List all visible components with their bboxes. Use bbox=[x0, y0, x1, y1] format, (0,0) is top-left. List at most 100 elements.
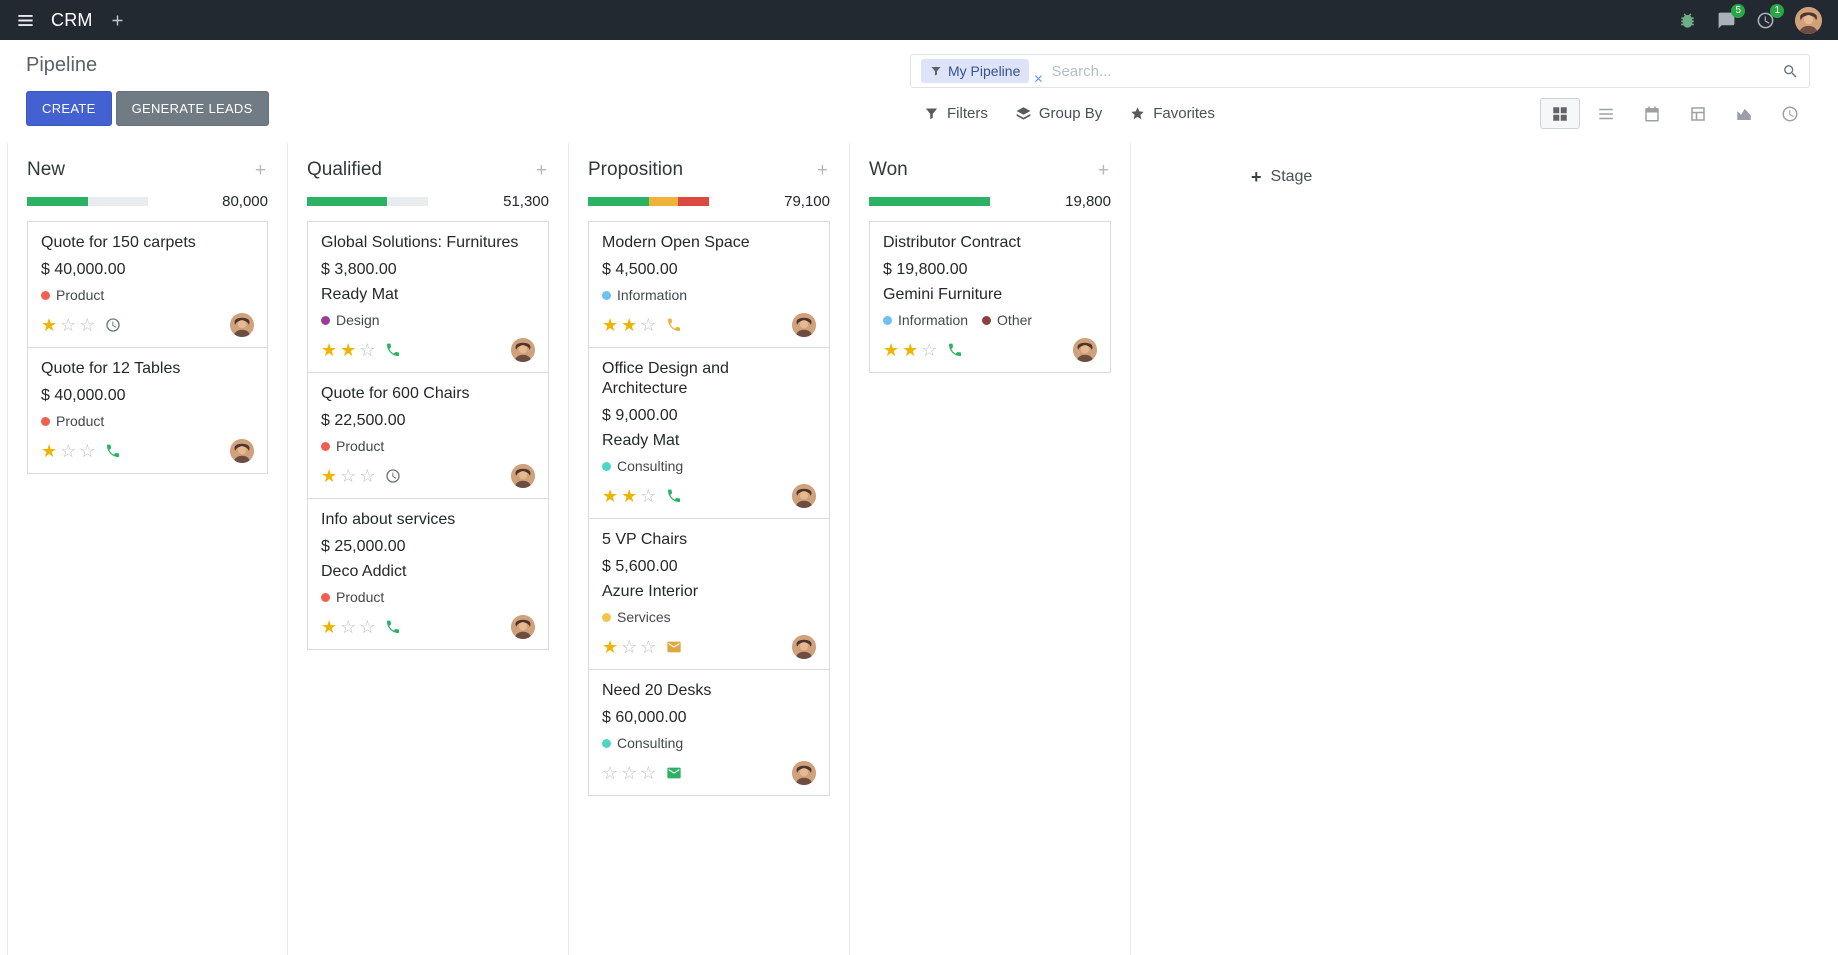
group-by-button[interactable]: Group By bbox=[1016, 105, 1102, 122]
create-button[interactable]: CREATE bbox=[26, 91, 112, 126]
kanban-card[interactable]: Quote for 12 Tables $ 40,000.00 Product ★ ☆ ☆ bbox=[27, 347, 268, 474]
phone-activity-icon[interactable] bbox=[666, 488, 682, 504]
star-icon[interactable]: ☆ bbox=[640, 486, 657, 506]
app-title[interactable]: CRM bbox=[51, 9, 93, 30]
star-icon[interactable]: ☆ bbox=[340, 617, 357, 637]
star-icon[interactable]: ☆ bbox=[621, 637, 638, 657]
column-progressbar[interactable] bbox=[307, 197, 428, 206]
kanban-card[interactable]: Quote for 150 carpets $ 40,000.00 Product ★… bbox=[27, 221, 268, 348]
star-icon[interactable]: ☆ bbox=[359, 340, 376, 360]
star-icon[interactable]: ☆ bbox=[640, 315, 657, 335]
calendar-view-button[interactable] bbox=[1632, 98, 1672, 129]
priority-stars[interactable]: ★ ★ ☆ bbox=[602, 316, 656, 334]
priority-stars[interactable]: ★ ★ ☆ bbox=[321, 341, 375, 359]
clock-activity-icon[interactable] bbox=[105, 317, 121, 333]
column-quick-create-icon[interactable]: + bbox=[1097, 159, 1109, 181]
priority-stars[interactable]: ★ ☆ ☆ bbox=[602, 638, 656, 656]
priority-stars[interactable]: ☆ ☆ ☆ bbox=[602, 764, 656, 782]
star-icon[interactable]: ★ bbox=[883, 340, 900, 360]
star-icon[interactable]: ☆ bbox=[60, 315, 77, 335]
priority-stars[interactable]: ★ ★ ☆ bbox=[602, 487, 656, 505]
messages-icon[interactable]: 5 bbox=[1717, 3, 1745, 30]
list-view-button[interactable] bbox=[1586, 98, 1626, 129]
activities-clock-icon[interactable]: 1 bbox=[1756, 3, 1784, 30]
star-icon[interactable]: ★ bbox=[602, 315, 619, 335]
kanban-card[interactable]: Office Design and Architecture $ 9,000.00… bbox=[588, 347, 830, 519]
search-facet[interactable]: My Pipeline bbox=[921, 59, 1030, 83]
favorites-button[interactable]: Favorites bbox=[1130, 105, 1215, 122]
priority-stars[interactable]: ★ ☆ ☆ bbox=[321, 467, 375, 485]
kanban-card[interactable]: Modern Open Space $ 4,500.00 Information ★ ★… bbox=[588, 221, 830, 348]
generate-leads-button[interactable]: GENERATE LEADS bbox=[115, 91, 269, 126]
column-progressbar[interactable] bbox=[588, 197, 709, 206]
column-progressbar[interactable] bbox=[27, 197, 148, 206]
search-icon[interactable] bbox=[1782, 63, 1799, 80]
column-quick-create-icon[interactable]: + bbox=[816, 159, 828, 181]
star-icon[interactable]: ★ bbox=[321, 466, 338, 486]
kanban-card[interactable]: Need 20 Desks $ 60,000.00 Consulting ☆ ☆ ☆ bbox=[588, 669, 830, 796]
kanban-card[interactable]: Info about services $ 25,000.00 Deco Addic… bbox=[307, 498, 549, 650]
star-icon[interactable]: ☆ bbox=[640, 763, 657, 783]
filters-button[interactable]: Filters bbox=[924, 105, 988, 122]
debug-bug-icon[interactable] bbox=[1678, 11, 1697, 30]
clock-activity-icon[interactable] bbox=[385, 468, 401, 484]
kanban-view-button[interactable] bbox=[1540, 98, 1580, 129]
search-bar[interactable]: My Pipeline ✕ bbox=[910, 54, 1810, 88]
column-quick-create-icon[interactable]: + bbox=[535, 159, 547, 181]
kanban-card[interactable]: 5 VP Chairs $ 5,600.00 Azure Interior Servi… bbox=[588, 518, 830, 670]
star-icon[interactable]: ☆ bbox=[60, 441, 77, 461]
star-icon[interactable]: ★ bbox=[602, 486, 619, 506]
apps-menu-icon[interactable] bbox=[16, 11, 35, 30]
remove-facet-icon[interactable]: ✕ bbox=[1033, 72, 1044, 86]
star-icon[interactable]: ★ bbox=[621, 486, 638, 506]
star-icon[interactable]: ☆ bbox=[340, 466, 357, 486]
phone-activity-icon[interactable] bbox=[385, 342, 401, 358]
add-stage-button[interactable]: + Stage bbox=[1251, 165, 1312, 189]
phone-activity-icon[interactable] bbox=[105, 443, 121, 459]
activity-view-button[interactable] bbox=[1770, 98, 1810, 129]
kanban-card[interactable]: Quote for 600 Chairs $ 22,500.00 Product ★ ☆… bbox=[307, 372, 549, 499]
pivot-view-button[interactable] bbox=[1678, 98, 1718, 129]
star-icon[interactable]: ★ bbox=[41, 441, 58, 461]
star-icon[interactable]: ☆ bbox=[640, 637, 657, 657]
star-icon[interactable]: ☆ bbox=[79, 315, 96, 335]
salesperson-avatar[interactable] bbox=[230, 313, 254, 337]
salesperson-avatar[interactable] bbox=[511, 615, 535, 639]
priority-stars[interactable]: ★ ★ ☆ bbox=[883, 341, 937, 359]
salesperson-avatar[interactable] bbox=[511, 464, 535, 488]
plus-icon[interactable] bbox=[109, 12, 126, 29]
star-icon[interactable]: ★ bbox=[621, 315, 638, 335]
phone-activity-icon[interactable] bbox=[947, 342, 963, 358]
star-icon[interactable]: ☆ bbox=[621, 763, 638, 783]
salesperson-avatar[interactable] bbox=[792, 761, 816, 785]
salesperson-avatar[interactable] bbox=[792, 635, 816, 659]
kanban-card[interactable]: Global Solutions: Furnitures $ 3,800.00 Re… bbox=[307, 221, 549, 373]
star-icon[interactable]: ★ bbox=[902, 340, 919, 360]
salesperson-avatar[interactable] bbox=[792, 484, 816, 508]
star-icon[interactable]: ★ bbox=[602, 637, 619, 657]
salesperson-avatar[interactable] bbox=[792, 313, 816, 337]
user-avatar[interactable] bbox=[1795, 6, 1822, 34]
priority-stars[interactable]: ★ ☆ ☆ bbox=[41, 316, 95, 334]
phone-activity-icon[interactable] bbox=[666, 317, 682, 333]
envelope-activity-icon[interactable] bbox=[666, 765, 682, 781]
salesperson-avatar[interactable] bbox=[1073, 338, 1097, 362]
star-icon[interactable]: ☆ bbox=[359, 617, 376, 637]
salesperson-avatar[interactable] bbox=[230, 439, 254, 463]
priority-stars[interactable]: ★ ☆ ☆ bbox=[321, 618, 375, 636]
star-icon[interactable]: ☆ bbox=[602, 763, 619, 783]
phone-activity-icon[interactable] bbox=[385, 619, 401, 635]
star-icon[interactable]: ☆ bbox=[79, 441, 96, 461]
column-progressbar[interactable] bbox=[869, 197, 990, 206]
graph-view-button[interactable] bbox=[1724, 98, 1764, 129]
column-quick-create-icon[interactable]: + bbox=[254, 159, 266, 181]
star-icon[interactable]: ★ bbox=[41, 315, 58, 335]
salesperson-avatar[interactable] bbox=[511, 338, 535, 362]
star-icon[interactable]: ★ bbox=[340, 340, 357, 360]
kanban-card[interactable]: Distributor Contract $ 19,800.00 Gemini Fu… bbox=[869, 221, 1111, 373]
priority-stars[interactable]: ★ ☆ ☆ bbox=[41, 442, 95, 460]
search-input[interactable] bbox=[1051, 62, 1774, 80]
star-icon[interactable]: ☆ bbox=[921, 340, 938, 360]
star-icon[interactable]: ★ bbox=[321, 340, 338, 360]
envelope-activity-icon[interactable] bbox=[666, 639, 682, 655]
